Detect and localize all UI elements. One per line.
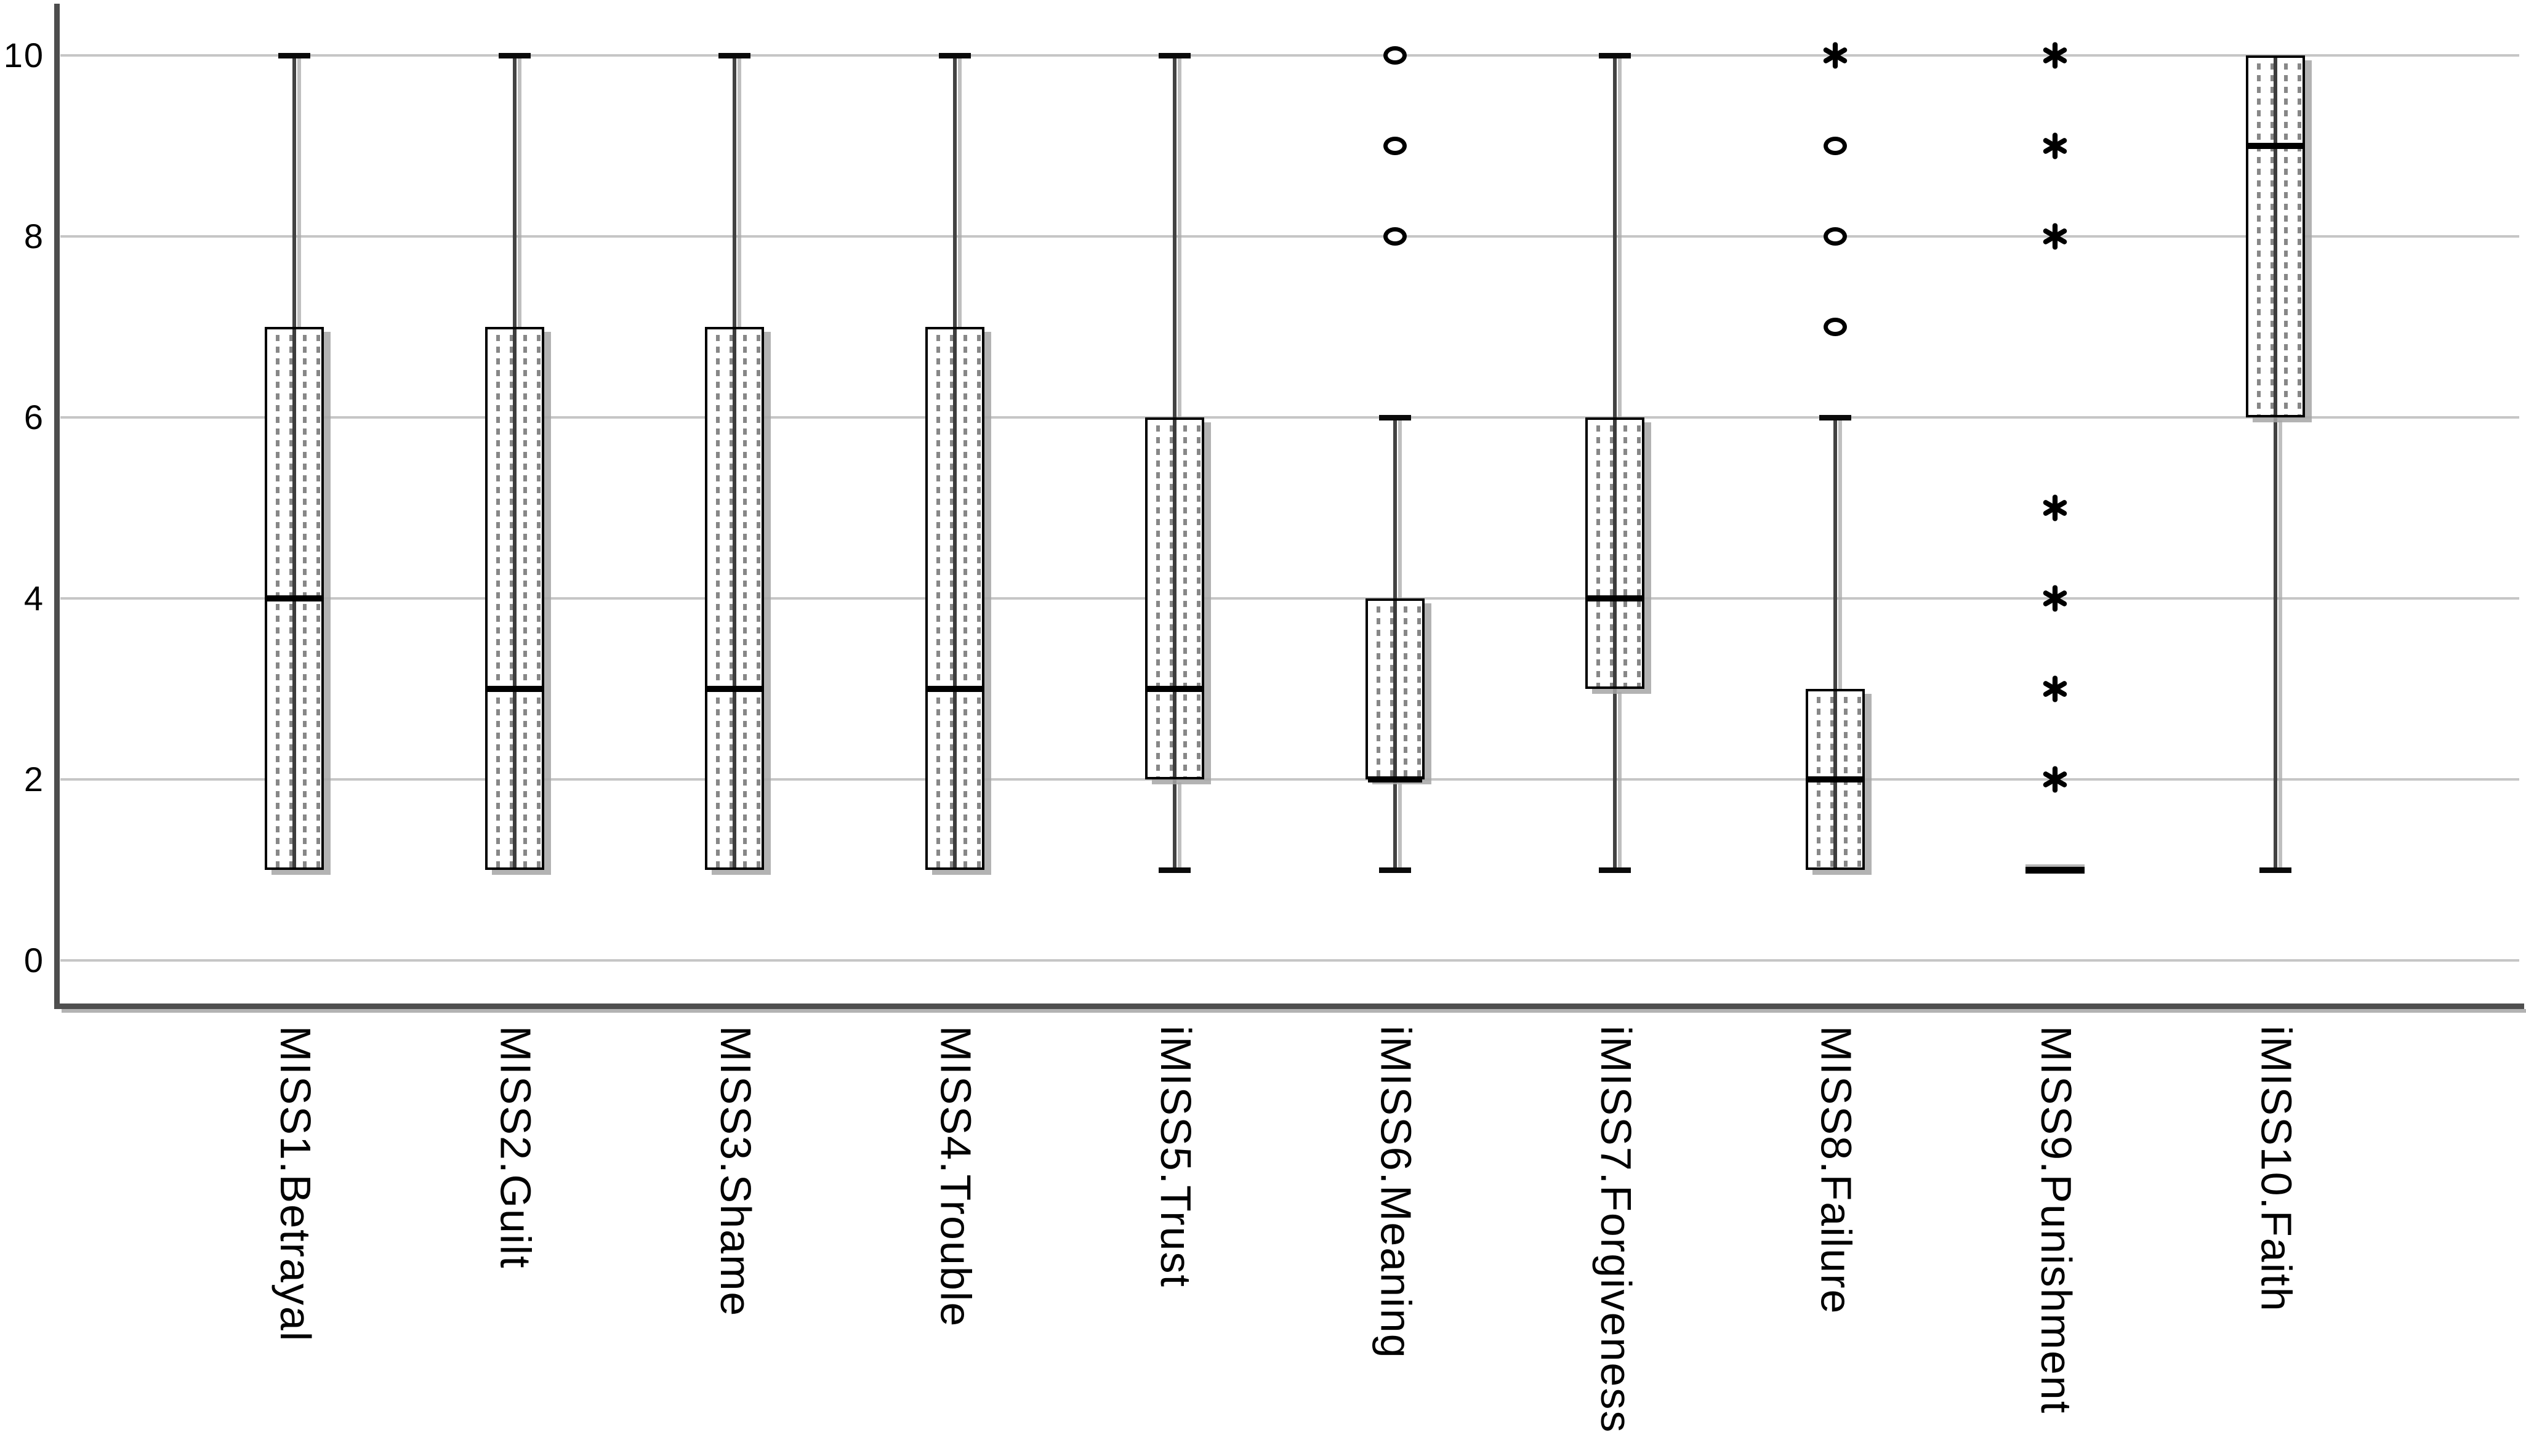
median-line [1808, 776, 1862, 782]
box-center-line [1393, 601, 1397, 777]
upper-whisker-cap [718, 53, 750, 58]
lower-whisker-cap [1599, 867, 1631, 873]
upper-whisker-cap [1819, 415, 1851, 420]
y-axis-line [54, 4, 60, 1009]
median-line [1367, 776, 1422, 782]
x-category-label: iMISS10.Faith [2252, 1026, 2301, 1313]
upper-whisker-cap [938, 53, 971, 58]
lower-whisker-line [2273, 417, 2277, 870]
x-category-label: iMISS6.Meaning [1372, 1026, 1420, 1359]
gridline-8 [60, 235, 2519, 238]
lower-whisker-cap [2259, 867, 2291, 873]
upper-whisker-line [733, 55, 736, 327]
lower-whisker-line [1393, 779, 1397, 870]
extreme-asterisk [2041, 223, 2069, 250]
upper-whisker-line [1613, 55, 1617, 417]
box-center-line [512, 329, 517, 867]
outlier-circle [1823, 227, 1847, 246]
collapsed-median-dash [2025, 867, 2085, 874]
outlier-circle [1823, 318, 1847, 336]
y-tick-label-0: 0 [23, 941, 44, 979]
median-line [2248, 143, 2303, 149]
gridline-0 [60, 959, 2519, 962]
y-tick-label-10: 10 [3, 36, 44, 74]
upper-whisker-cap [1599, 53, 1631, 58]
lower-whisker-line [1613, 689, 1617, 870]
box-center-line [733, 329, 736, 867]
outlier-circle [1383, 227, 1407, 246]
extreme-asterisk [2041, 675, 2069, 702]
y-tick-label-6: 6 [23, 398, 44, 436]
median-line [1148, 686, 1202, 692]
upper-whisker-line [1173, 55, 1177, 417]
y-tick-label-8: 8 [23, 217, 44, 255]
outlier-circle [1383, 137, 1407, 155]
median-line [707, 686, 762, 692]
y-tick-label-4: 4 [23, 579, 44, 617]
lower-whisker-line [1173, 779, 1177, 870]
median-line [1588, 595, 1642, 601]
upper-whisker-cap [1159, 53, 1191, 58]
upper-whisker-cap [1378, 415, 1411, 420]
x-category-label: MISS2.Guilt [491, 1026, 540, 1269]
upper-whisker-line [1393, 417, 1397, 598]
lower-whisker-cap [1159, 867, 1191, 873]
box-center-line [952, 329, 957, 867]
upper-whisker-line [952, 55, 957, 327]
extreme-asterisk [2041, 42, 2069, 69]
extreme-asterisk [2041, 585, 2069, 612]
extreme-asterisk [1822, 42, 1849, 69]
outlier-circle [1383, 46, 1407, 65]
median-line [927, 686, 982, 692]
median-line [487, 686, 542, 692]
gridline-10 [60, 54, 2519, 57]
box-center-line [1613, 420, 1617, 686]
upper-whisker-cap [498, 53, 531, 58]
x-axis-line [54, 1004, 2524, 1009]
gridline-2 [60, 778, 2519, 781]
median-line [267, 595, 321, 601]
lower-whisker-cap [1378, 867, 1411, 873]
upper-whisker-line [1833, 417, 1837, 689]
extreme-asterisk [2041, 494, 2069, 521]
gridline-4 [60, 597, 2519, 600]
x-category-label: MISS1.Betrayal [272, 1026, 320, 1343]
x-category-label: MISS8.Failure [1812, 1026, 1860, 1315]
gridline-6 [60, 416, 2519, 419]
x-category-label: iMISS7.Forgiveness [1592, 1026, 1640, 1434]
x-axis-shadow [62, 1009, 2526, 1013]
extreme-asterisk [2041, 132, 2069, 159]
upper-whisker-line [292, 55, 296, 327]
y-tick-label-2: 2 [23, 760, 44, 798]
upper-whisker-line [512, 55, 517, 327]
x-category-label: MISS4.Trouble [931, 1026, 980, 1328]
upper-whisker-cap [278, 53, 310, 58]
x-category-label: iMISS5.Trust [1152, 1026, 1200, 1288]
x-category-label: MISS9.Punishment [2032, 1026, 2080, 1415]
extreme-asterisk [2041, 766, 2069, 793]
box-center-line [1173, 420, 1177, 777]
outlier-circle [1823, 137, 1847, 155]
x-category-label: MISS3.Shame [712, 1026, 760, 1317]
box-center-line [2273, 58, 2277, 415]
